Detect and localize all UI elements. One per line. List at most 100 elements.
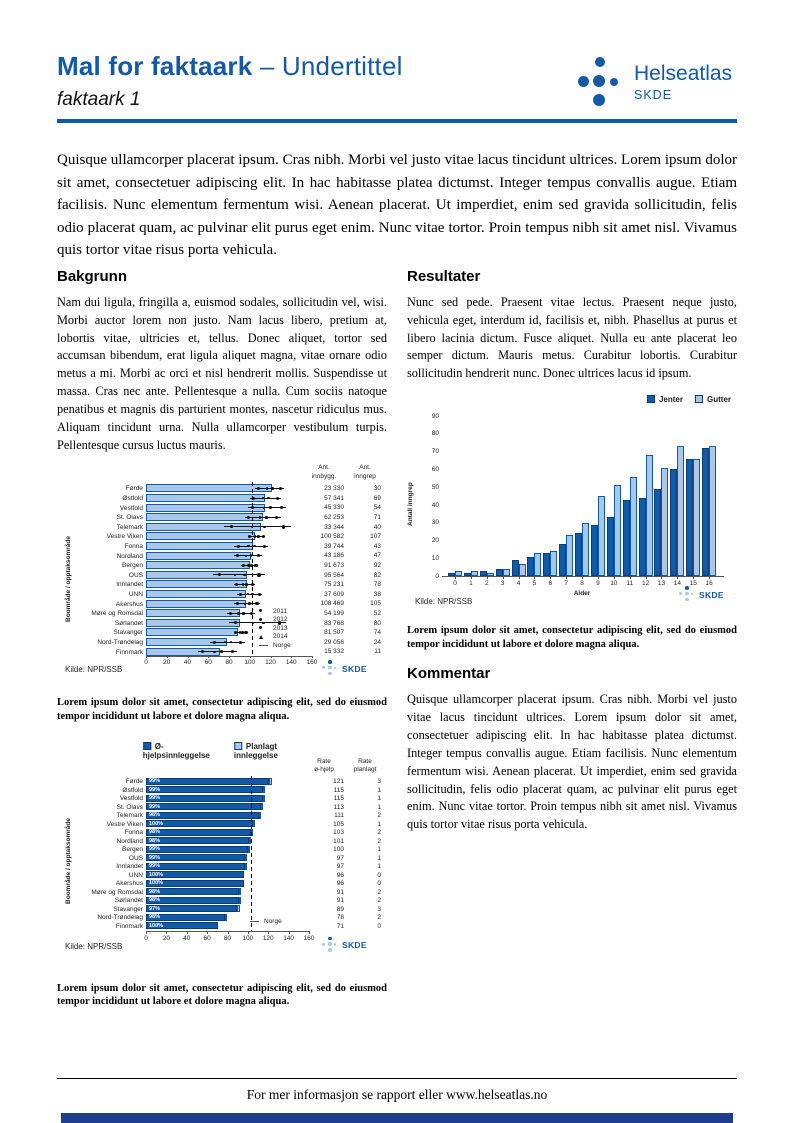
value-rate-planlagt: 0 — [377, 880, 381, 888]
whisker-line — [237, 593, 263, 595]
x-axis-tick — [291, 655, 293, 659]
x-axis-tick — [288, 931, 290, 934]
bar-gutter — [486, 572, 494, 577]
category-label: St. Olavs — [116, 803, 143, 811]
bar-planlagt — [261, 803, 264, 811]
year-marker-dot — [235, 583, 239, 587]
skde-logo: SKDE — [322, 660, 367, 677]
value-rate-ohjelp: 91 — [336, 888, 344, 896]
page-title-main: Mal for faktaark — [57, 51, 253, 81]
page-title-subtitle: – Undertittel — [252, 51, 403, 81]
y-axis-tick-label: 30 — [431, 519, 439, 527]
category-label: Finnmark — [115, 922, 143, 930]
x-axis-line — [442, 576, 724, 578]
year-marker-dot — [234, 573, 237, 577]
whisker-line — [210, 641, 245, 643]
x-axis-tick — [709, 576, 711, 579]
bar-jenter — [638, 497, 646, 577]
year-marker-dot — [240, 631, 244, 634]
whisker-line — [254, 488, 284, 490]
x-axis-tick-label: 11 — [626, 580, 634, 588]
year-marker-dot — [201, 650, 205, 654]
year-marker-dot — [218, 573, 222, 577]
bar — [146, 561, 250, 570]
x-axis-tick — [502, 576, 504, 579]
year-marker-dot — [247, 544, 250, 548]
x-axis-tick-label: 60 — [204, 659, 212, 667]
dot-icon — [259, 626, 262, 630]
category-label: Innlandet — [116, 863, 143, 871]
year-marker-dot — [238, 631, 242, 634]
x-axis-tick-label: 13 — [657, 580, 666, 588]
year-marker-dot — [265, 487, 269, 490]
year-marker-dot — [212, 640, 216, 644]
x-axis-tick — [166, 931, 168, 934]
bar-jenter — [575, 533, 583, 577]
value-inngrep: 47 — [373, 552, 381, 560]
year-marker-dot — [248, 535, 252, 539]
year-marker-dot — [251, 621, 255, 625]
x-axis-tick — [661, 576, 663, 579]
whisker-line — [247, 507, 287, 509]
bar-percent-label: 97% — [149, 905, 161, 912]
x-axis-tick — [312, 655, 313, 659]
category-label: Vestre Viken — [106, 533, 143, 541]
logo-text: Helseatlas SKDE — [634, 62, 732, 101]
x-axis-tick-label: 1 — [469, 580, 473, 588]
x-axis-tick-label: 0 — [144, 659, 148, 667]
logo-name: Helseatlas — [634, 62, 733, 86]
value-innbygg: 95 564 — [324, 571, 344, 579]
bar-jenter — [686, 458, 694, 577]
year-marker-dot — [244, 554, 248, 557]
year-marker-dot — [267, 496, 270, 500]
category-label: Vestre Viken — [106, 820, 143, 828]
value-innbygg: 91 673 — [324, 562, 344, 570]
table-column-header: Rate planlagt — [353, 757, 377, 773]
year-marker-dot — [249, 611, 254, 615]
value-inngrep: 40 — [373, 523, 381, 531]
bar — [146, 494, 266, 503]
whisker-line — [234, 555, 263, 557]
value-rate-planlagt: 2 — [377, 837, 381, 845]
value-innbygg: 39 744 — [324, 542, 344, 550]
category-label: Fonna — [124, 829, 143, 837]
bar-percent-label: 100% — [149, 820, 164, 827]
bar-planlagt — [225, 913, 228, 921]
category-label: Innlandet — [116, 581, 143, 589]
y-axis-tick-label: 20 — [431, 537, 439, 545]
bar-planlagt — [263, 786, 266, 794]
x-axis-tick — [270, 655, 272, 659]
x-axis-tick — [249, 655, 251, 659]
category-label: Sørlandet — [114, 897, 143, 905]
year-marker-dot — [261, 534, 265, 539]
year-marker-dot — [254, 563, 258, 567]
left-column: Bakgrunn Nam dui ligula, fringilla a, eu… — [57, 268, 387, 1009]
y-axis-tick-label: 0 — [435, 572, 439, 580]
value-inngrep: 43 — [373, 542, 381, 550]
chart-legend: 2011 2012 2013 2014 Norge — [259, 607, 319, 650]
year-marker-dot — [281, 525, 285, 529]
category-label: Stavanger — [113, 629, 143, 637]
x-axis-tick — [187, 655, 189, 659]
norge-reference-line — [250, 775, 252, 931]
bar-jenter — [463, 572, 471, 577]
value-rate-planlagt: 0 — [377, 871, 381, 879]
value-rate-ohjelp: 111 — [334, 812, 344, 820]
year-marker-dot — [229, 640, 233, 644]
year-marker-dot — [223, 640, 226, 644]
year-marker-dot — [228, 611, 232, 615]
value-rate-ohjelp: 97 — [336, 863, 344, 871]
year-marker-dot — [277, 621, 281, 625]
bar — [146, 590, 246, 599]
value-rate-planlagt: 1 — [377, 803, 381, 811]
bar-percent-label: 98% — [149, 897, 161, 904]
bar-percent-label: 98% — [149, 914, 161, 921]
value-rate-ohjelp: 91 — [336, 897, 344, 905]
category-label: Akershus — [115, 600, 143, 608]
year-marker-dot — [251, 496, 255, 500]
x-axis-tick — [208, 655, 210, 659]
y-axis-tick-label: 10 — [431, 554, 439, 562]
bar-percent-label: 99% — [149, 778, 161, 785]
category-label: Fonna — [124, 543, 143, 551]
